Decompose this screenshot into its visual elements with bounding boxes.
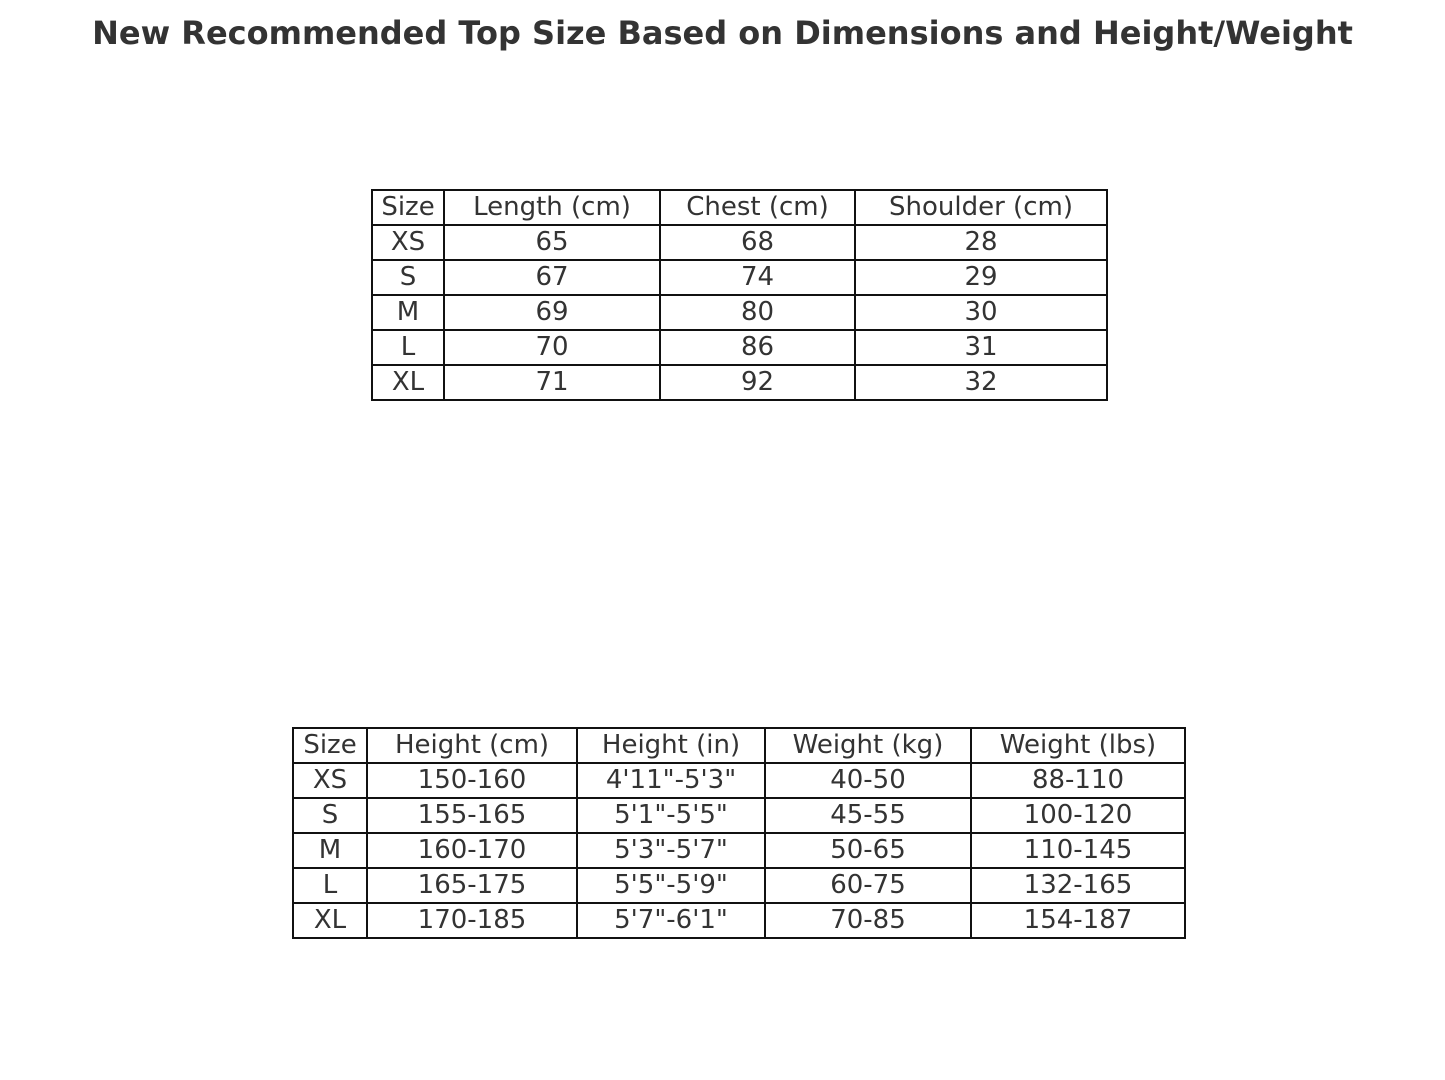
table-header-row: Size Length (cm) Chest (cm) Shoulder (cm) [371,189,1108,226]
table-cell: 86 [659,329,856,366]
table-cell: XS [371,224,445,261]
table-cell: 70-85 [764,902,972,939]
table-row: M 69 80 30 [371,294,1108,331]
chart-title: New Recommended Top Size Based on Dimens… [92,14,1353,52]
table-row: M 160-170 5'3"-5'7" 50-65 110-145 [292,832,1186,869]
table-cell: 29 [854,259,1108,296]
table-cell: 165-175 [366,867,578,904]
table-cell: 170-185 [366,902,578,939]
table-cell: 28 [854,224,1108,261]
table-row: XS 65 68 28 [371,224,1108,261]
garment-dimensions-table: Size Length (cm) Chest (cm) Shoulder (cm) XS… [371,189,1108,401]
table-cell: S [371,259,445,296]
table-cell: 5'5"-5'9" [576,867,766,904]
column-header: Height (in) [576,727,766,764]
table-cell: 71 [443,364,661,401]
column-header: Size [292,727,368,764]
table-cell: 155-165 [366,797,578,834]
table-cell: 30 [854,294,1108,331]
column-header: Weight (kg) [764,727,972,764]
table-cell: 132-165 [970,867,1186,904]
table-cell: 5'7"-6'1" [576,902,766,939]
height-weight-table: Size Height (cm) Height (in) Weight (kg) Wei… [292,727,1186,939]
table-cell: M [371,294,445,331]
table-cell: 69 [443,294,661,331]
table-cell: L [292,867,368,904]
table-row: L 165-175 5'5"-5'9" 60-75 132-165 [292,867,1186,904]
table-cell: 70 [443,329,661,366]
table-cell: 92 [659,364,856,401]
table-cell: 31 [854,329,1108,366]
table-row: L 70 86 31 [371,329,1108,366]
table-cell: L [371,329,445,366]
table-cell: S [292,797,368,834]
table-row: XL 71 92 32 [371,364,1108,401]
table-cell: 154-187 [970,902,1186,939]
table-cell: XL [371,364,445,401]
table-cell: 60-75 [764,867,972,904]
table-cell: M [292,832,368,869]
table-cell: 65 [443,224,661,261]
column-header: Chest (cm) [659,189,856,226]
table-cell: 88-110 [970,762,1186,799]
table-cell: 67 [443,259,661,296]
table-cell: XL [292,902,368,939]
table-row: XL 170-185 5'7"-6'1" 70-85 154-187 [292,902,1186,939]
table-cell: 80 [659,294,856,331]
table-cell: 160-170 [366,832,578,869]
table-cell: 32 [854,364,1108,401]
column-header: Height (cm) [366,727,578,764]
table-cell: 100-120 [970,797,1186,834]
column-header: Weight (lbs) [970,727,1186,764]
table-cell: XS [292,762,368,799]
table-cell: 4'11"-5'3" [576,762,766,799]
table-header-row: Size Height (cm) Height (in) Weight (kg) Wei… [292,727,1186,764]
column-header: Size [371,189,445,226]
table-row: S 155-165 5'1"-5'5" 45-55 100-120 [292,797,1186,834]
table-cell: 5'1"-5'5" [576,797,766,834]
table-cell: 150-160 [366,762,578,799]
table-row: S 67 74 29 [371,259,1108,296]
table-cell: 40-50 [764,762,972,799]
table-row: XS 150-160 4'11"-5'3" 40-50 88-110 [292,762,1186,799]
table-cell: 45-55 [764,797,972,834]
table-cell: 74 [659,259,856,296]
column-header: Shoulder (cm) [854,189,1108,226]
table-cell: 5'3"-5'7" [576,832,766,869]
table-cell: 110-145 [970,832,1186,869]
table-cell: 68 [659,224,856,261]
table-cell: 50-65 [764,832,972,869]
column-header: Length (cm) [443,189,661,226]
